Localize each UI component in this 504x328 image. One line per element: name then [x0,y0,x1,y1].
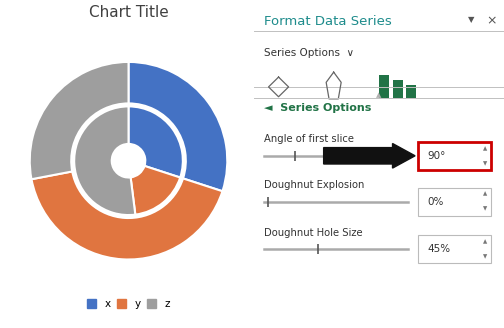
Text: ▲: ▲ [483,146,487,151]
Text: ▼: ▼ [483,207,487,212]
Wedge shape [74,106,136,215]
FancyBboxPatch shape [418,236,491,263]
Text: ×: × [486,15,496,28]
Text: ▼: ▼ [483,161,487,166]
Text: ▼: ▼ [468,15,475,24]
Text: Doughnut Hole Size: Doughnut Hole Size [264,228,362,238]
Text: ▲: ▲ [483,192,487,197]
Text: Angle of first slice: Angle of first slice [264,134,353,144]
Text: ◄  Series Options: ◄ Series Options [264,103,371,113]
Wedge shape [129,62,227,191]
Wedge shape [131,166,180,215]
FancyBboxPatch shape [393,80,403,98]
FancyBboxPatch shape [406,85,416,98]
Wedge shape [30,62,129,179]
Text: ▼: ▼ [483,254,487,259]
Legend: x, y, z: x, y, z [83,295,174,314]
Text: ▲: ▲ [376,92,382,98]
Text: Format Data Series: Format Data Series [264,15,391,28]
FancyBboxPatch shape [418,142,491,170]
FancyArrow shape [324,144,415,168]
Text: Series Options  ∨: Series Options ∨ [264,48,354,57]
Text: 90°: 90° [427,151,446,161]
Wedge shape [129,106,183,177]
Text: 45%: 45% [427,244,451,254]
Wedge shape [31,172,222,259]
FancyBboxPatch shape [379,75,389,98]
Text: 0%: 0% [427,197,444,207]
Title: Chart Title: Chart Title [89,5,168,20]
Text: ▲: ▲ [483,239,487,244]
FancyBboxPatch shape [418,188,491,216]
Text: Doughnut Explosion: Doughnut Explosion [264,180,364,190]
